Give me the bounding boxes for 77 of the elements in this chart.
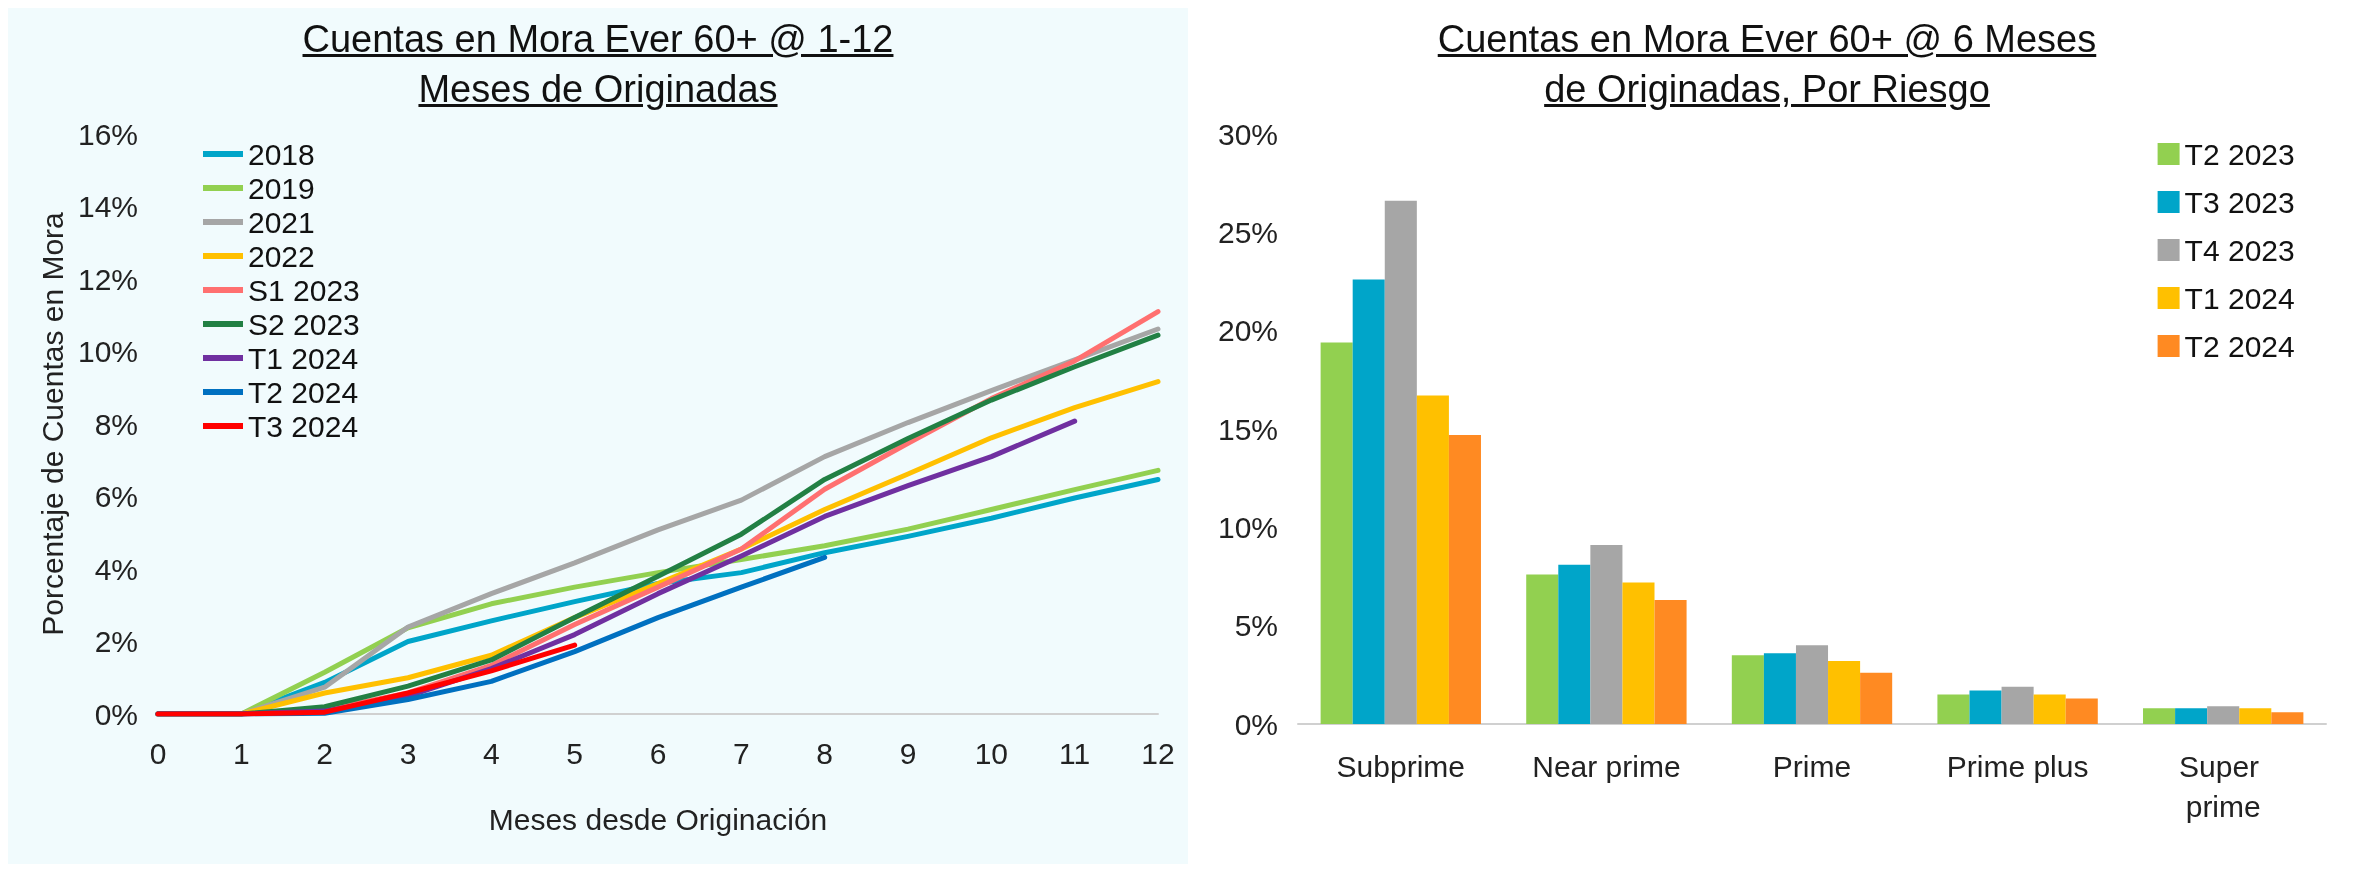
bar [1795,645,1829,724]
bar [2271,712,2304,724]
x-tick-label: Prime plus [1946,749,2089,783]
y-tick-label: 25% [1217,215,1278,249]
legend-label: S2 2023 [248,307,360,341]
y-tick-label: 0% [1234,707,1278,741]
y-tick-label: 0% [94,697,138,731]
y-tick-label: 8% [94,407,138,441]
y-tick-label: 20% [1217,314,1278,348]
bar [1622,582,1655,724]
y-tick-label: 10% [1217,510,1278,544]
legend-label: T2 2024 [2184,329,2295,363]
x-tick-label: 8 [816,736,834,770]
x-tick-label: 6 [649,736,667,770]
chart-title: Cuentas en Mora Ever 60+ @ 1-12 Meses de Originadas [301,17,895,112]
y-tick-label: 16% [77,117,138,151]
legend-label: T2 2024 [248,375,359,409]
bar [1654,600,1687,724]
legend-label: 2021 [248,205,315,239]
y-tick-label: 5% [1234,609,1278,643]
y-tick-label: 12% [77,262,138,296]
x-tick-label: 10 [974,736,1009,770]
y-tick-label: 10% [77,335,138,368]
bar [1352,279,1385,724]
bar [1731,655,1764,724]
bar [2175,708,2208,724]
legend-label: 2019 [248,171,315,205]
bar [1320,342,1353,724]
y-tick-label: 14% [77,190,138,223]
x-tick-label: 11 [1059,736,1091,770]
bar [1448,434,1481,724]
y-tick-label: 6% [94,480,138,513]
x-tick-label: 12 [1141,736,1175,770]
bar [1763,653,1796,724]
x-tick-label: 5 [566,736,584,770]
y-tick-label: 4% [94,552,138,586]
x-tick-label: 2 [316,736,334,770]
bar [1860,672,1893,724]
legend-label: S1 2023 [248,273,360,307]
y-tick-label: 15% [1217,412,1278,446]
legend-label: 2022 [248,239,315,273]
legend-label: T3 2024 [248,409,359,443]
x-tick-label: 0 [149,736,167,770]
bar [1969,690,2002,724]
bar [1416,395,1449,724]
x-tick-label: Subprime [1336,749,1465,783]
y-axis-title: Porcentaje de Cuentas en Mora [35,211,69,636]
x-tick-label: Super prime [2179,749,2268,823]
bar [2033,694,2066,724]
legend-label: 2018 [248,137,315,171]
bar [2001,686,2034,724]
x-tick-label: 9 [899,736,917,770]
x-tick-label: 3 [399,736,417,770]
x-tick-label: Prime [1772,749,1852,783]
legend-label: T3 2023 [2184,185,2295,219]
bar [2207,706,2240,724]
legend-label: T1 2024 [248,341,359,375]
bar [1384,200,1417,724]
y-tick-label: 30% [1217,117,1278,151]
x-tick-label: 7 [732,736,750,770]
x-tick-label: 4 [482,736,500,770]
x-tick-label: 1 [232,736,250,770]
bar [2065,698,2098,724]
legend-label: T4 2023 [2184,233,2295,267]
bar [1526,574,1559,724]
bar [2239,708,2272,724]
bar [1937,694,1970,724]
bar [1558,564,1591,724]
x-tick-label: Near prime [1532,749,1681,783]
bar [1828,661,1861,724]
chart-title: Cuentas en Mora Ever 60+ @ 6 Meses de Originadas, Por Riesgo [1437,17,2097,112]
x-axis-title: Meses desde Originación [488,802,828,836]
y-tick-label: 2% [94,625,138,658]
bar [1590,545,1623,724]
legend-label: T2 2023 [2184,137,2295,171]
bar [2143,708,2176,724]
legend-label: T1 2024 [2184,281,2295,315]
